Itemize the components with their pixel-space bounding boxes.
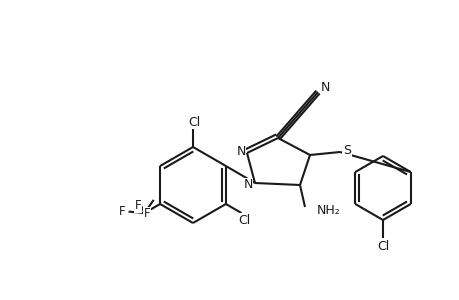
Text: Cl: Cl xyxy=(187,116,200,128)
Text: F: F xyxy=(118,205,125,218)
Text: Cl: Cl xyxy=(238,214,250,226)
Text: F: F xyxy=(134,199,141,212)
Text: NH₂: NH₂ xyxy=(316,203,340,217)
Text: N: N xyxy=(243,178,252,191)
Text: N: N xyxy=(319,80,329,94)
Text: F: F xyxy=(144,207,150,220)
Text: Cl: Cl xyxy=(376,241,388,254)
Text: N: N xyxy=(236,145,245,158)
Text: S: S xyxy=(342,143,350,157)
